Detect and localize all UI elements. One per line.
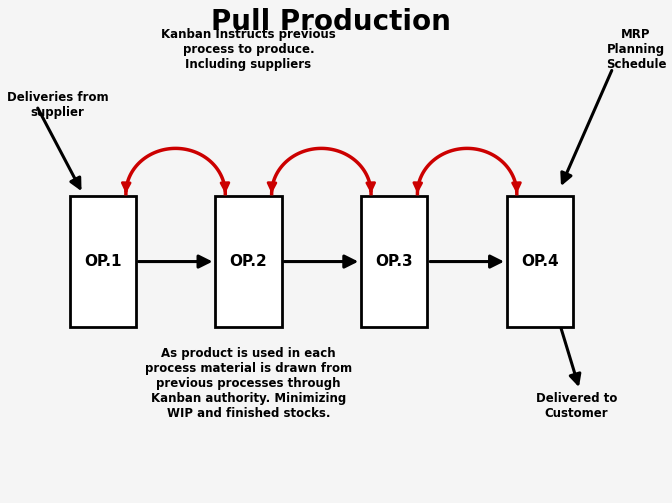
FancyBboxPatch shape xyxy=(507,196,573,327)
Text: As product is used in each
process material is drawn from
previous processes thr: As product is used in each process mater… xyxy=(145,347,352,420)
Text: OP.3: OP.3 xyxy=(376,254,413,269)
Text: OP.1: OP.1 xyxy=(84,254,122,269)
Text: OP.4: OP.4 xyxy=(521,254,559,269)
Text: MRP
Planning
Schedule: MRP Planning Schedule xyxy=(606,28,667,70)
FancyBboxPatch shape xyxy=(70,196,136,327)
Text: Deliveries from
supplier: Deliveries from supplier xyxy=(7,91,108,119)
FancyBboxPatch shape xyxy=(215,196,282,327)
Text: OP.2: OP.2 xyxy=(230,254,267,269)
Text: Kanban Instructs previous
process to produce.
Including suppliers: Kanban Instructs previous process to pro… xyxy=(161,28,336,70)
FancyBboxPatch shape xyxy=(361,196,427,327)
Text: Pull Production: Pull Production xyxy=(212,8,451,36)
Text: Delivered to
Customer: Delivered to Customer xyxy=(536,392,617,421)
